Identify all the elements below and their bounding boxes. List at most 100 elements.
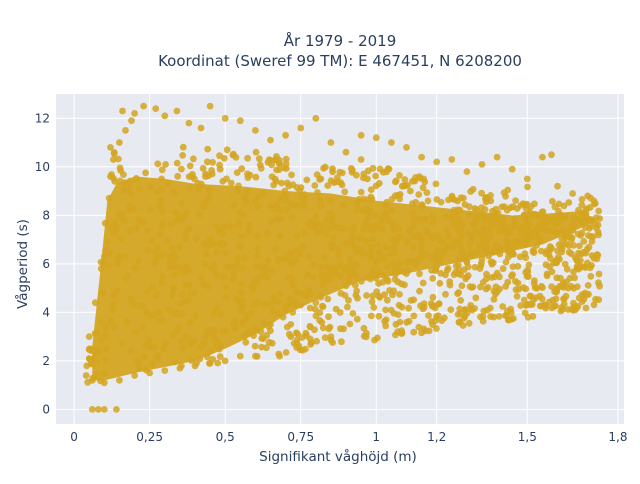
scatter-point (183, 333, 190, 340)
chart-title-line-2: Koordinat (Sweref 99 TM): E 467451, N 62… (158, 52, 522, 70)
scatter-point (170, 285, 178, 293)
scatter-point (107, 317, 114, 325)
scatter-point (178, 199, 185, 207)
scatter-point (396, 172, 403, 179)
scatter-point (355, 246, 363, 254)
scatter-point (337, 272, 344, 280)
scatter-point (367, 248, 375, 255)
scatter-point (157, 196, 165, 204)
scatter-point (516, 253, 524, 261)
scatter-point (292, 256, 300, 264)
scatter-point (532, 294, 540, 302)
scatter-point (463, 310, 471, 317)
scatter-point (110, 149, 118, 156)
scatter-point (565, 242, 573, 250)
scatter-point (372, 182, 380, 190)
scatter-point (296, 346, 304, 354)
scatter-point (120, 217, 127, 225)
scatter-point (135, 257, 143, 265)
data-point (82, 372, 90, 379)
scatter-point (381, 291, 388, 299)
scatter-point (563, 265, 571, 273)
scatter-point (595, 231, 602, 239)
scatter-point (158, 279, 166, 287)
scatter-point (289, 213, 296, 221)
scatter-point (559, 279, 567, 287)
scatter-point (302, 329, 310, 337)
scatter-point (142, 169, 150, 177)
scatter-point (313, 337, 320, 345)
scatter-point (311, 182, 319, 189)
scatter-point (499, 214, 507, 222)
scatter-point (190, 155, 197, 163)
scatter-point (553, 214, 561, 222)
scatter-point (303, 176, 311, 184)
data-point (185, 119, 193, 127)
scatter-point (567, 282, 575, 290)
scatter-point (251, 197, 259, 205)
scatter-point (227, 179, 235, 187)
data-point (463, 168, 471, 176)
scatter-point (296, 289, 303, 297)
scatter-point (502, 192, 509, 200)
scatter-point (159, 208, 166, 216)
scatter-point (586, 264, 594, 272)
scatter-point (422, 327, 429, 335)
scatter-point (390, 220, 398, 228)
scatter-point (375, 268, 383, 276)
data-point (357, 131, 365, 139)
scatter-point (178, 310, 186, 318)
scatter-point (346, 320, 354, 328)
scatter-point (321, 254, 328, 262)
scatter-point (595, 207, 603, 215)
data-point (433, 262, 441, 270)
scatter-point (158, 166, 166, 174)
scatter-point (443, 266, 451, 274)
scatter-point (428, 234, 436, 242)
scatter-point (485, 252, 492, 260)
scatter-point (416, 287, 423, 295)
scatter-point (320, 164, 327, 172)
scatter-point (341, 292, 349, 299)
scatter-point (412, 198, 420, 206)
scatter-point (131, 264, 139, 271)
scatter-point (311, 326, 318, 334)
scatter-point (471, 227, 479, 234)
x-tick-label: 0,75 (287, 430, 314, 444)
scatter-point (213, 304, 221, 312)
scatter-point (268, 267, 276, 275)
scatter-point (509, 203, 517, 211)
data-point (312, 114, 320, 122)
scatter-point (282, 349, 290, 356)
scatter-point (358, 278, 365, 285)
scatter-point (179, 143, 187, 151)
scatter-point (410, 244, 417, 252)
scatter-point (346, 255, 354, 263)
scatter-point (502, 258, 510, 266)
scatter-point (496, 273, 503, 281)
scatter-point (398, 327, 405, 334)
data-point (327, 333, 335, 340)
scatter-point (238, 165, 246, 173)
scatter-point (396, 291, 403, 298)
scatter-point (263, 229, 271, 237)
scatter-point (576, 262, 584, 270)
scatter-point (300, 243, 307, 251)
scatter-point (125, 184, 133, 192)
scatter-point (419, 184, 427, 192)
data-point (131, 372, 139, 379)
scatter-point (203, 158, 211, 166)
scatter-point (490, 295, 498, 303)
scatter-point (389, 244, 396, 252)
scatter-point (301, 229, 308, 237)
scatter-point (267, 218, 275, 226)
scatter-point (192, 312, 200, 320)
scatter-point (110, 323, 118, 331)
scatter-point (341, 188, 349, 196)
scatter-point (349, 262, 356, 270)
scatter-point (328, 220, 336, 227)
scatter-point (293, 232, 301, 240)
scatter-point (419, 279, 427, 287)
data-point (478, 161, 486, 168)
scatter-point (138, 302, 146, 310)
